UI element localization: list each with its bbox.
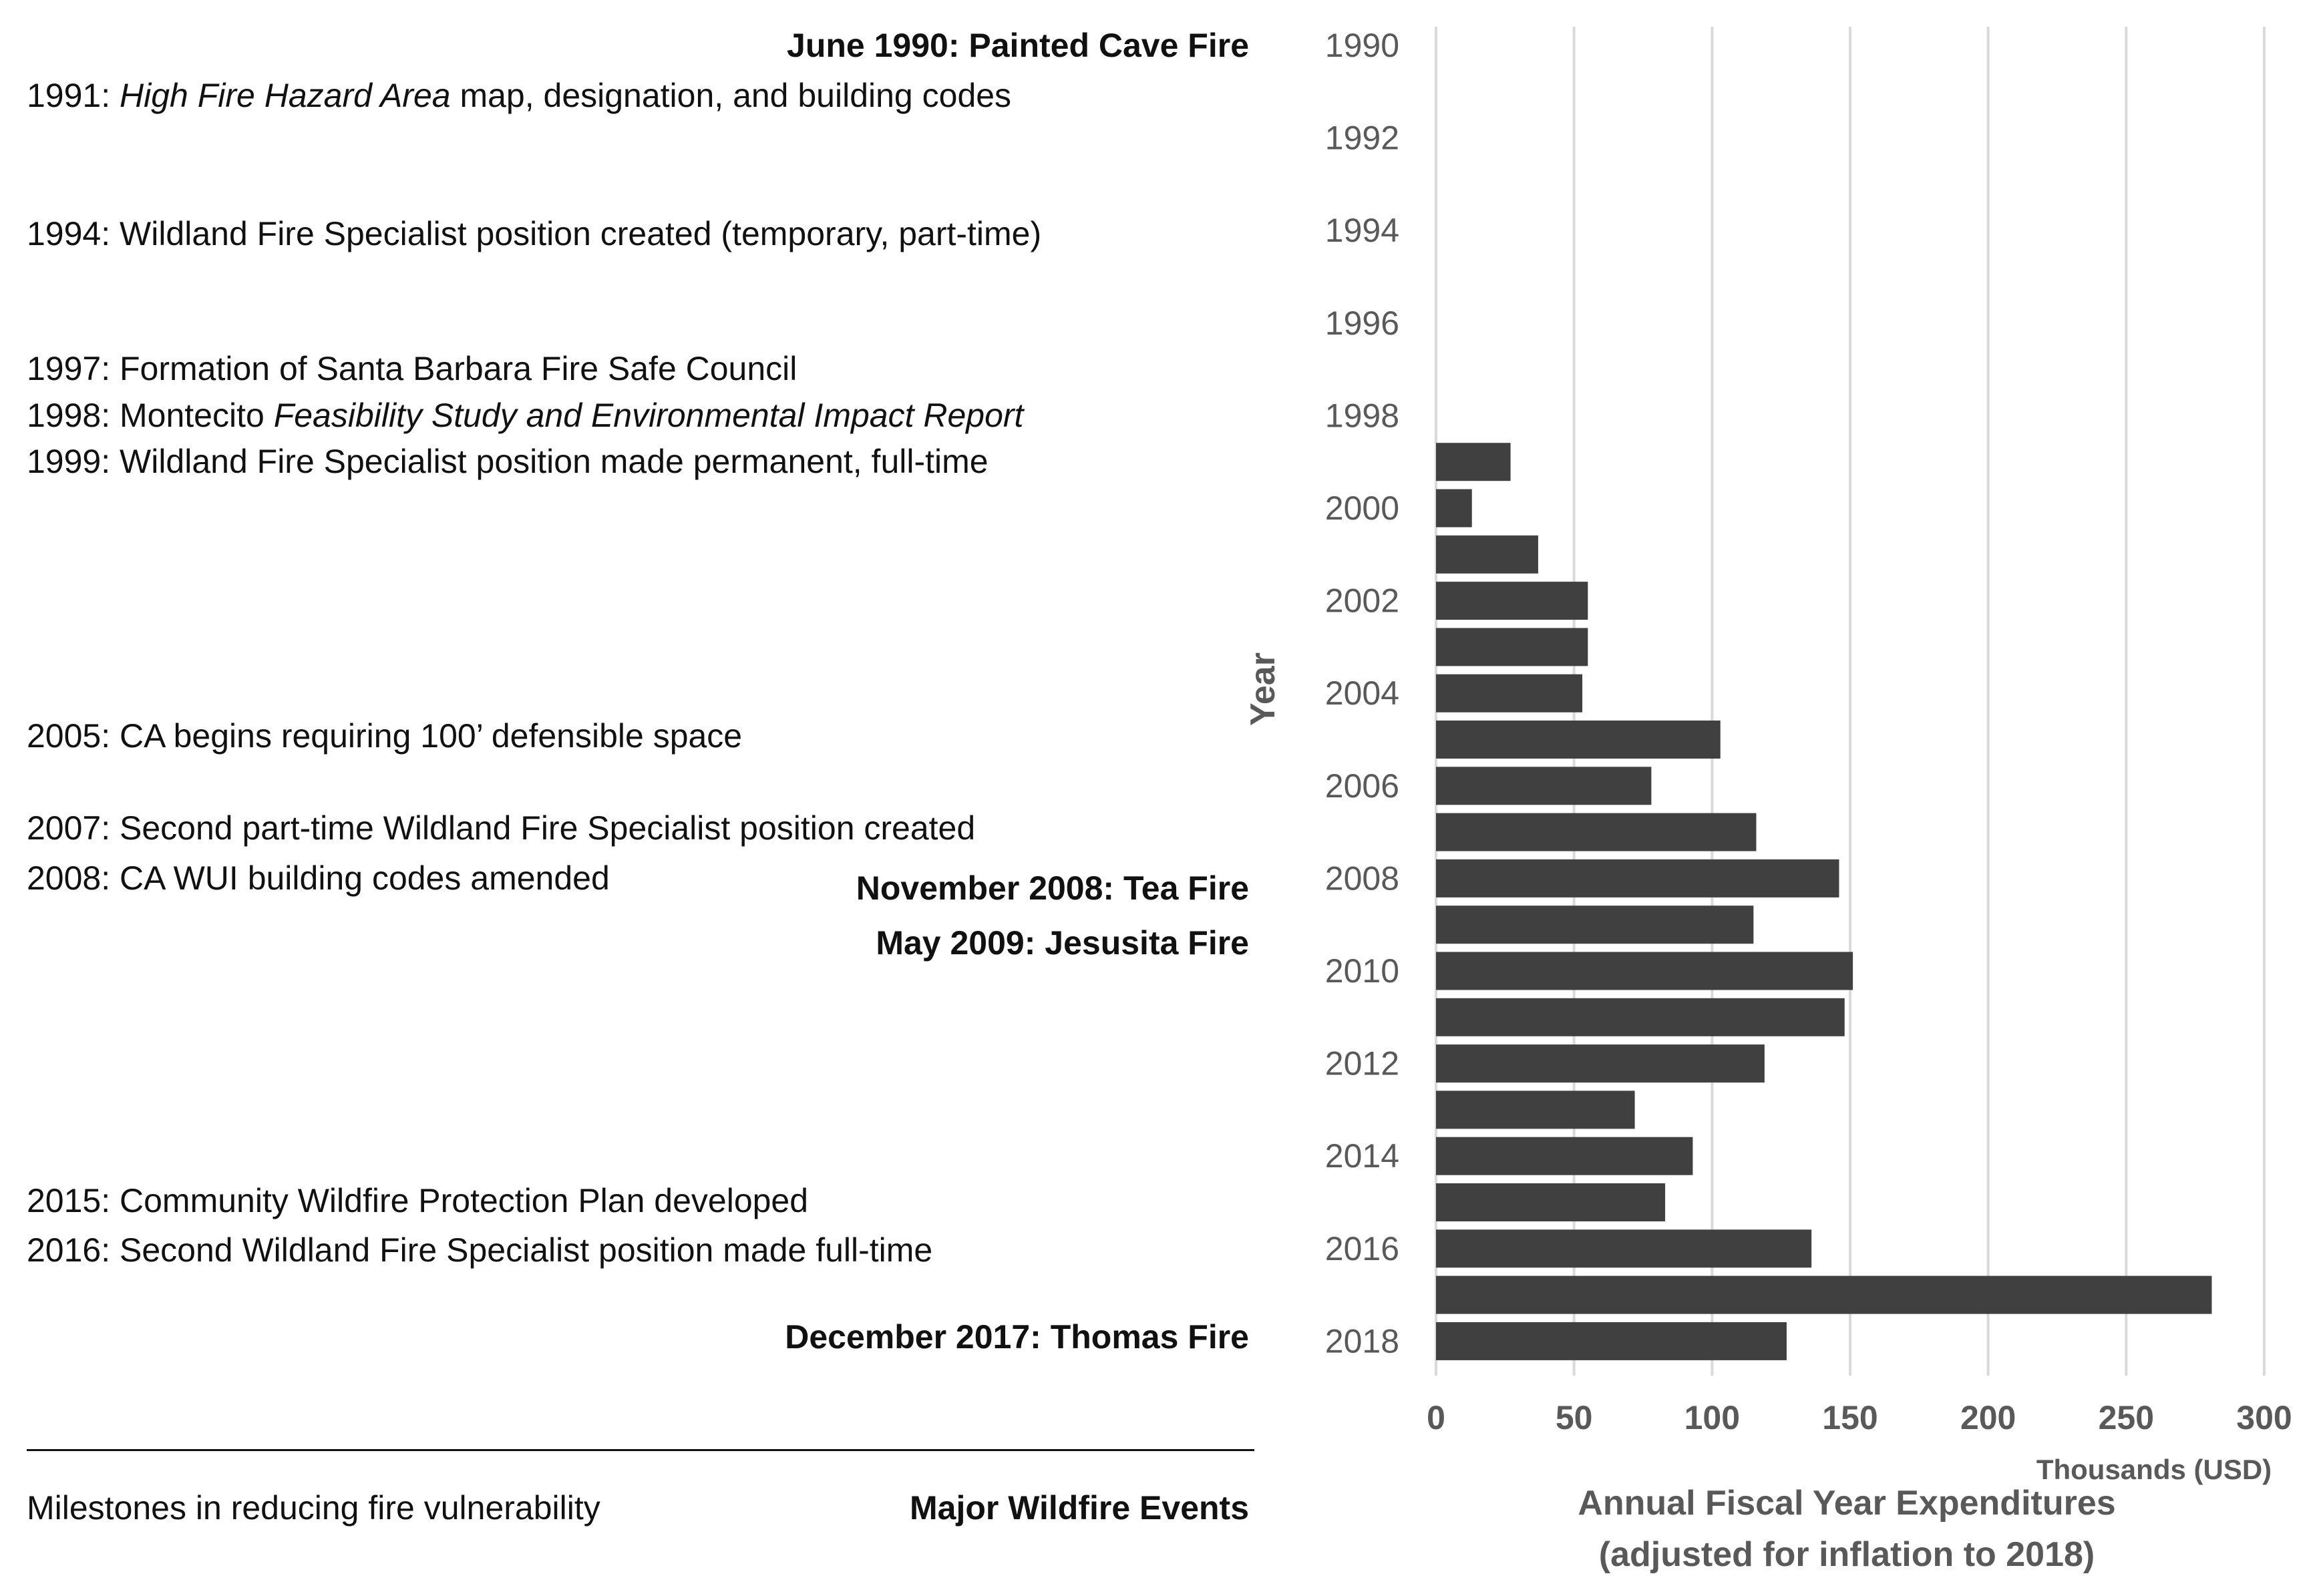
milestone-text: 1997: Formation of Santa Barbara Fire Sa… bbox=[27, 350, 797, 387]
y-tick-label: 2014 bbox=[1325, 1137, 1399, 1175]
milestone-1991: 1991: High Fire Hazard Area map, designa… bbox=[27, 79, 1011, 112]
bar-2009 bbox=[1436, 906, 1754, 944]
y-tick-label: 2008 bbox=[1325, 859, 1399, 897]
y-tick-label: 1998 bbox=[1325, 397, 1399, 434]
milestone-text: 2005: CA begins requiring 100’ defensibl… bbox=[27, 717, 743, 755]
x-axis-title-line-2: (adjusted for inflation to 2018) bbox=[1599, 1535, 2095, 1574]
bar-1999 bbox=[1436, 443, 1511, 481]
bar-2002 bbox=[1436, 582, 1588, 620]
y-tick-label: 2000 bbox=[1325, 489, 1399, 527]
bar-2003 bbox=[1436, 628, 1588, 666]
milestone-2005: 2005: CA begins requiring 100’ defensibl… bbox=[27, 719, 742, 753]
legend-divider bbox=[27, 1449, 1254, 1451]
y-tick-label: 1990 bbox=[1325, 27, 1399, 64]
y-tick-label: 2016 bbox=[1325, 1230, 1399, 1267]
milestone-2008: 2008: CA WUI building codes amended bbox=[27, 861, 610, 895]
x-tick-label: 200 bbox=[1960, 1399, 2016, 1436]
x-tick-label: 150 bbox=[1822, 1399, 1878, 1436]
milestone-1997: 1997: Formation of Santa Barbara Fire Sa… bbox=[27, 352, 797, 385]
y-tick-label: 2010 bbox=[1325, 952, 1399, 990]
milestone-text: 1998: Montecito bbox=[27, 397, 274, 434]
bar-2013 bbox=[1436, 1090, 1635, 1129]
milestone-text: 2007: Second part-time Wildland Fire Spe… bbox=[27, 809, 976, 847]
milestone-text: 2008: CA WUI building codes amended bbox=[27, 859, 610, 897]
milestone-text: 2015: Community Wildfire Protection Plan… bbox=[27, 1182, 809, 1219]
milestone-text: 2016: Second Wildland Fire Specialist po… bbox=[27, 1231, 933, 1269]
wildfire-event: December 2017: Thomas Fire bbox=[785, 1318, 1249, 1356]
bar-2006 bbox=[1436, 767, 1652, 805]
x-tick-label: 50 bbox=[1556, 1399, 1593, 1436]
milestone-text: 1994: Wildland Fire Specialist position … bbox=[27, 215, 1042, 252]
y-tick-label: 1992 bbox=[1325, 120, 1399, 157]
bar-2010 bbox=[1436, 952, 1853, 990]
bar-2004 bbox=[1436, 674, 1583, 713]
y-tick-label: 2004 bbox=[1325, 674, 1399, 712]
bar-2012 bbox=[1436, 1044, 1765, 1083]
x-tick-label: 300 bbox=[2236, 1399, 2292, 1436]
y-tick-label: 2018 bbox=[1325, 1322, 1399, 1360]
wildfire-event: May 2009: Jesusita Fire bbox=[876, 924, 1249, 962]
bar-2018 bbox=[1436, 1322, 1787, 1360]
bar-2016 bbox=[1436, 1229, 1812, 1268]
milestone-title-italic: Feasibility Study and Environmental Impa… bbox=[273, 397, 1024, 434]
bar-2008 bbox=[1436, 859, 1839, 897]
milestone-2007: 2007: Second part-time Wildland Fire Spe… bbox=[27, 811, 975, 845]
y-tick-label: 2006 bbox=[1325, 767, 1399, 805]
y-axis-title: Year bbox=[1244, 652, 1282, 726]
x-axis-unit: Thousands (USD) bbox=[2036, 1454, 2272, 1485]
milestone-title-italic: High Fire Hazard Area bbox=[120, 77, 451, 114]
year-tick-labels: 1990 1992 1994 1996 1998 2000 2002 2004 2006 2008… bbox=[1325, 27, 1399, 1360]
bar-2007 bbox=[1436, 813, 1757, 851]
wildfire-event: November 2008: Tea Fire bbox=[856, 869, 1249, 907]
milestone-2015: 2015: Community Wildfire Protection Plan… bbox=[27, 1184, 808, 1217]
bar-2011 bbox=[1436, 998, 1845, 1036]
y-tick-label: 2002 bbox=[1325, 582, 1399, 620]
x-tick-label: 0 bbox=[1427, 1399, 1445, 1436]
bar-2014 bbox=[1436, 1137, 1693, 1175]
milestone-text: 1991: bbox=[27, 77, 120, 114]
milestone-1999: 1999: Wildland Fire Specialist position … bbox=[27, 445, 989, 478]
x-tick-label: 100 bbox=[1684, 1399, 1740, 1436]
bar-2005 bbox=[1436, 721, 1721, 759]
y-tick-label: 1994 bbox=[1325, 212, 1399, 249]
milestone-text-suffix: map, designation, and building codes bbox=[450, 77, 1012, 114]
bar-2015 bbox=[1436, 1183, 1666, 1221]
x-tick-label: 250 bbox=[2099, 1399, 2154, 1436]
milestone-1998: 1998: Montecito Feasibility Study and En… bbox=[27, 399, 1023, 432]
x-tick-labels: 0 50 100 150 200 250 300 bbox=[1427, 1399, 2292, 1436]
bars bbox=[1436, 443, 2212, 1360]
y-tick-label: 1996 bbox=[1325, 305, 1399, 342]
milestone-2016: 2016: Second Wildland Fire Specialist po… bbox=[27, 1233, 932, 1267]
x-axis-title-line-1: Annual Fiscal Year Expenditures bbox=[1578, 1484, 2115, 1523]
milestone-text: 1999: Wildland Fire Specialist position … bbox=[27, 443, 989, 480]
wildfire-event: June 1990: Painted Cave Fire bbox=[787, 27, 1249, 64]
bar-2000 bbox=[1436, 489, 1472, 528]
bar-2001 bbox=[1436, 535, 1538, 574]
bar-2017 bbox=[1436, 1275, 2212, 1314]
milestones-legend-label: Milestones in reducing fire vulnerabilit… bbox=[27, 1489, 600, 1527]
y-tick-label: 2012 bbox=[1325, 1045, 1399, 1082]
milestone-1994: 1994: Wildland Fire Specialist position … bbox=[27, 217, 1041, 250]
events-legend-label: Major Wildfire Events bbox=[910, 1489, 1249, 1527]
